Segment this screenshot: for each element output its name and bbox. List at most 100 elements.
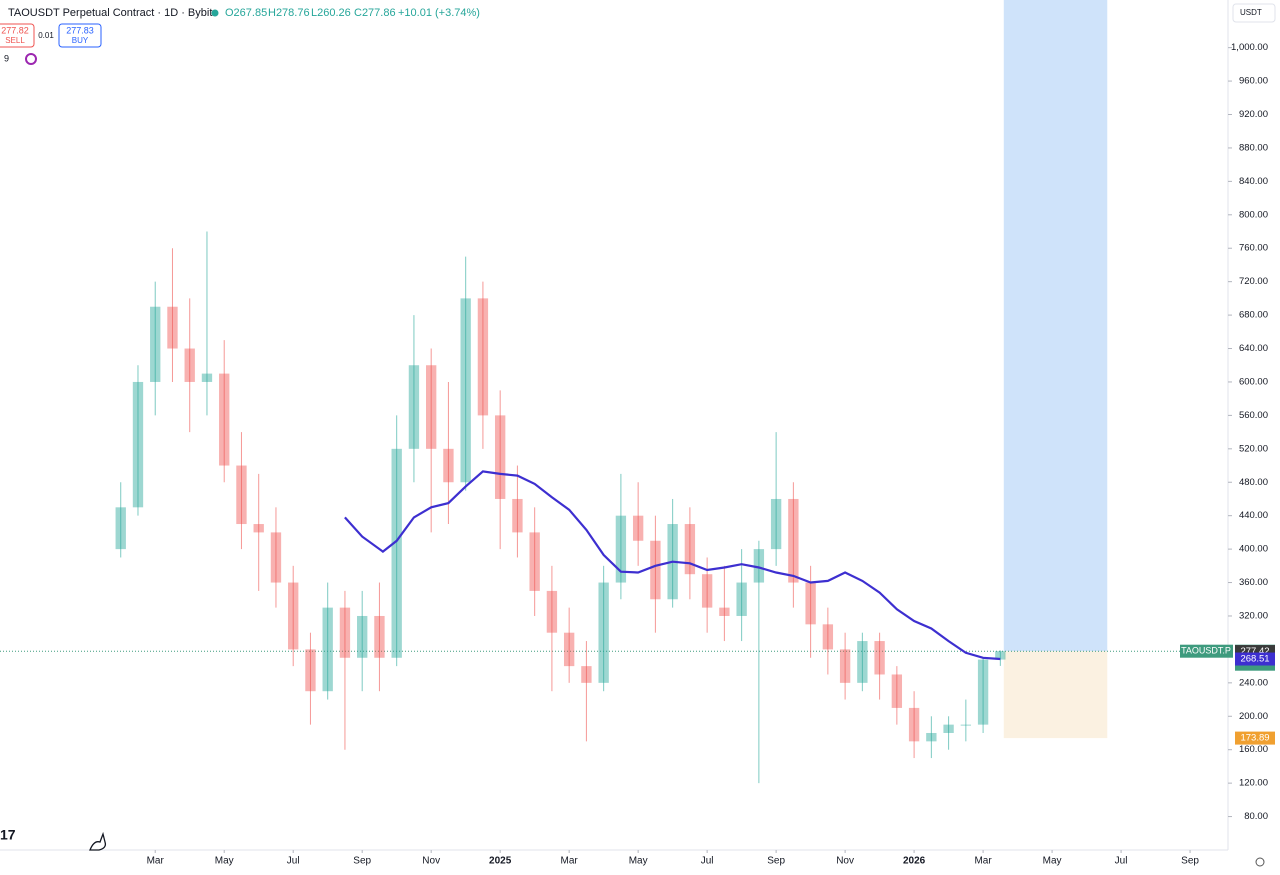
candle-body xyxy=(632,515,644,541)
x-tick-label: May xyxy=(215,856,234,867)
candle-body xyxy=(219,373,230,466)
candle-body xyxy=(391,448,402,658)
candle-body xyxy=(719,607,730,616)
candle-body xyxy=(253,524,264,533)
x-tick-label: Sep xyxy=(353,856,371,867)
candle-body xyxy=(201,373,213,382)
candle-body xyxy=(546,590,558,633)
candle-body xyxy=(357,615,368,658)
ohlc-high: H278.76 xyxy=(268,7,310,19)
candle-body xyxy=(305,649,316,692)
y-tick-label: 440.00 xyxy=(1239,510,1268,521)
y-tick-label: 760.00 xyxy=(1239,243,1268,254)
x-tick-label: Nov xyxy=(836,856,854,867)
profit-zone xyxy=(1003,0,1108,652)
candle-body xyxy=(753,549,765,583)
candle-body xyxy=(839,649,851,683)
currency: USDT xyxy=(1240,8,1262,17)
x-tick-label: Jul xyxy=(1115,856,1128,867)
symbol-title: TAOUSDT Perpetual Contract · 1D · Bybit xyxy=(8,7,212,19)
plot-area xyxy=(0,0,1228,784)
sell-button[interactable] xyxy=(0,23,35,48)
y-tick-label: 680.00 xyxy=(1239,310,1268,321)
ohlc-open: O267.85 xyxy=(225,7,267,19)
x-tick-label: Sep xyxy=(767,856,785,867)
candle-body xyxy=(339,607,351,658)
y-tick-label: 120.00 xyxy=(1239,778,1268,789)
candle-body xyxy=(167,306,178,349)
candle-body xyxy=(874,641,885,675)
x-tick-label: Sep xyxy=(1181,856,1199,867)
settings-icon[interactable] xyxy=(1255,857,1265,867)
candle-body xyxy=(529,532,540,591)
candle-body xyxy=(736,582,747,616)
candle-body xyxy=(563,632,575,667)
x-tick-label: Jul xyxy=(287,856,300,867)
candle-body xyxy=(770,498,782,550)
candle-body xyxy=(995,651,1006,660)
candle-body xyxy=(512,498,523,533)
candle-body xyxy=(960,724,972,726)
y-tick-label: 520.00 xyxy=(1239,443,1268,454)
y-tick-label: 1,000.00 xyxy=(1231,42,1268,53)
indicator-length: 9 xyxy=(4,53,9,63)
x-tick-label: 2025 xyxy=(489,856,512,867)
price-tag xyxy=(1235,731,1275,745)
candle-body xyxy=(684,524,696,575)
candle-body xyxy=(581,666,592,683)
y-tick-label: 200.00 xyxy=(1239,711,1268,722)
symbol-tag xyxy=(1180,644,1233,658)
candle-body xyxy=(701,574,713,608)
candle-body xyxy=(926,732,937,742)
x-tick-label: Mar xyxy=(974,856,992,867)
spread: 0.01 xyxy=(38,31,54,40)
candle-body xyxy=(374,615,385,658)
candle-body xyxy=(460,298,471,483)
candle-body xyxy=(615,515,627,583)
y-tick-label: 240.00 xyxy=(1239,677,1268,688)
y-tick-label: 360.00 xyxy=(1239,577,1268,588)
candle-body xyxy=(443,448,454,483)
candle-body xyxy=(891,674,903,708)
price-tag-label: 277.42 xyxy=(1240,646,1269,657)
candle-body xyxy=(650,540,661,600)
indicator-icon[interactable] xyxy=(25,53,37,65)
candle-body xyxy=(943,724,954,733)
buy-button[interactable] xyxy=(58,23,102,48)
candle-body xyxy=(857,641,868,683)
y-tick-label: 80.00 xyxy=(1244,811,1268,822)
price-tag-label: 173.89 xyxy=(1240,733,1269,744)
status-dot xyxy=(211,9,219,17)
ohlc-close: C277.86 xyxy=(354,7,396,19)
currency-select[interactable] xyxy=(1232,3,1276,23)
y-tick-label: 320.00 xyxy=(1239,610,1268,621)
y-tick-label: 400.00 xyxy=(1239,544,1268,555)
candle-body xyxy=(132,381,144,508)
buy-label: BUY xyxy=(72,36,89,45)
y-tick-label: 560.00 xyxy=(1239,410,1268,421)
y-tick-label: 800.00 xyxy=(1239,209,1268,220)
moving-average xyxy=(344,470,1001,661)
candle-body xyxy=(494,415,506,499)
y-tick-label: 720.00 xyxy=(1239,276,1268,287)
candle-body xyxy=(236,465,247,525)
candle-body xyxy=(477,298,489,416)
dino-icon[interactable] xyxy=(89,831,107,851)
candle-body xyxy=(805,582,816,625)
candle-body xyxy=(598,582,609,683)
candle-body xyxy=(977,659,989,725)
x-tick-label: Mar xyxy=(147,856,165,867)
candle-body xyxy=(184,348,195,382)
y-tick-label: 840.00 xyxy=(1239,176,1268,187)
y-tick-label: 160.00 xyxy=(1239,744,1268,755)
candle-body xyxy=(822,624,834,650)
x-tick-label: Mar xyxy=(561,856,579,867)
y-tick-label: 960.00 xyxy=(1239,76,1268,87)
candle-body xyxy=(322,607,333,692)
candle-body xyxy=(288,582,299,650)
candle-body xyxy=(150,306,161,382)
y-tick-label: 480.00 xyxy=(1239,477,1268,488)
x-tick-label: May xyxy=(629,856,648,867)
